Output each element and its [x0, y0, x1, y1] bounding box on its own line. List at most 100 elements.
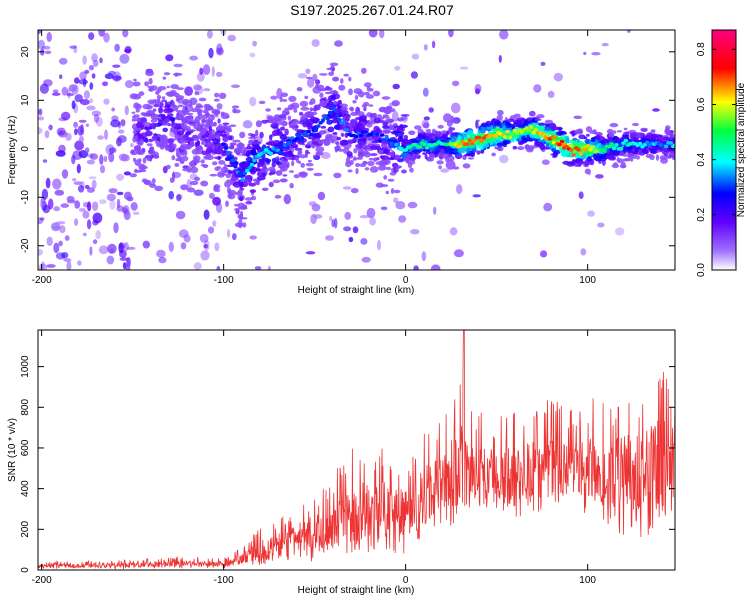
ridge-cell [306, 118, 315, 125]
snr-ytick-label: 400 [20, 480, 31, 497]
ridge-cell [248, 139, 254, 145]
ridge-cell [315, 146, 325, 153]
ridge-cell [638, 149, 643, 155]
noise-cell [227, 34, 236, 42]
ridge-cell [323, 143, 330, 146]
ridge-cell [161, 113, 166, 118]
noise-cell [428, 107, 434, 113]
noise-cell [231, 84, 240, 88]
ridge-cell [590, 137, 596, 143]
noise-cell [74, 94, 83, 103]
noise-cell [361, 256, 371, 263]
ridge-cell [150, 119, 158, 123]
ridge-cell [196, 121, 201, 126]
noise-cell [180, 242, 187, 250]
noise-cell [111, 107, 115, 112]
ridge-core-cell [621, 141, 626, 145]
ridge-cell [583, 136, 588, 140]
ridge-cell [485, 120, 492, 127]
ridge-core-cell [533, 127, 539, 132]
noise-cell [106, 193, 116, 201]
ridge-cell [305, 149, 309, 153]
ridge-core-cell [663, 144, 669, 149]
ridge-cell [176, 87, 184, 90]
ridge-cell [389, 172, 397, 176]
ridge-core-cell [460, 140, 465, 144]
ridge-cell [239, 149, 247, 154]
ridge-cell [180, 184, 189, 191]
spectrogram-marks [38, 30, 675, 270]
noise-cell [108, 188, 118, 194]
ridge-cell [390, 188, 395, 194]
ridge-cell [649, 147, 657, 154]
noise-cell [601, 43, 609, 47]
snr-xtick-label: -100 [214, 575, 234, 586]
noise-cell [124, 105, 129, 116]
ridge-cell [555, 131, 564, 136]
ridge-cell [245, 152, 251, 157]
ridge-core-cell [337, 118, 342, 122]
ridge-cell [457, 147, 466, 154]
ridge-core-cell [588, 147, 593, 152]
ridge-cell [261, 187, 269, 191]
ridge-cell [319, 100, 328, 107]
ridge-core-cell [510, 132, 515, 136]
ridge-core-cell [278, 150, 283, 155]
noise-cell [74, 128, 78, 136]
ridge-cell [307, 159, 312, 163]
ridge-cell [362, 137, 367, 144]
ridge-cell [175, 114, 185, 120]
ridge-cell [174, 72, 178, 77]
noise-cell [38, 116, 45, 121]
ridge-cell [383, 149, 390, 155]
noise-cell [189, 97, 198, 106]
ridge-cell [491, 118, 496, 123]
ridge-cell [512, 145, 517, 150]
noise-cell [498, 55, 502, 63]
ridge-cell [363, 82, 372, 88]
ridge-cell [299, 100, 309, 107]
ridge-cell [352, 100, 357, 104]
ridge-cell [181, 100, 189, 106]
ridge-cell [609, 123, 619, 128]
noise-cell [78, 119, 87, 123]
noise-cell [114, 43, 120, 52]
ridge-cell [418, 137, 422, 141]
ridge-cell [165, 164, 171, 170]
noise-cell [254, 266, 262, 270]
colorbar-label: Normalized spectral amplitude [736, 82, 747, 217]
noise-cell [87, 201, 92, 212]
ridge-cell [544, 123, 550, 127]
noise-cell [86, 219, 92, 230]
ridge-core-cell [472, 138, 477, 143]
noise-cell [595, 174, 604, 179]
noise-cell [203, 209, 210, 220]
noise-cell [78, 79, 88, 85]
ridge-cell [374, 117, 381, 124]
ridge-cell [252, 141, 262, 145]
ridge-cell [153, 103, 159, 108]
ridge-cell [396, 117, 405, 122]
ridge-cell [151, 178, 156, 184]
ridge-core-cell [247, 166, 252, 170]
ridge-core-cell [479, 139, 484, 143]
ridge-cell [372, 112, 378, 119]
ridge-cell [357, 91, 365, 98]
ridge-cell [398, 124, 404, 131]
ridge-cell [357, 152, 365, 158]
noise-cell [64, 235, 70, 241]
noise-cell [46, 32, 52, 42]
noise-cell [411, 53, 420, 60]
noise-cell [212, 196, 222, 206]
ridge-cell [159, 102, 164, 109]
ridge-cell [295, 156, 300, 164]
noise-cell [312, 73, 318, 81]
ridge-cell [368, 157, 374, 161]
ridge-cell [337, 99, 342, 105]
ridge-cell [436, 160, 444, 165]
ridge-cell [279, 131, 283, 135]
noise-cell [59, 225, 66, 234]
ridge-cell [233, 161, 239, 165]
ridge-cell [496, 114, 503, 120]
ridge-cell [213, 156, 223, 160]
